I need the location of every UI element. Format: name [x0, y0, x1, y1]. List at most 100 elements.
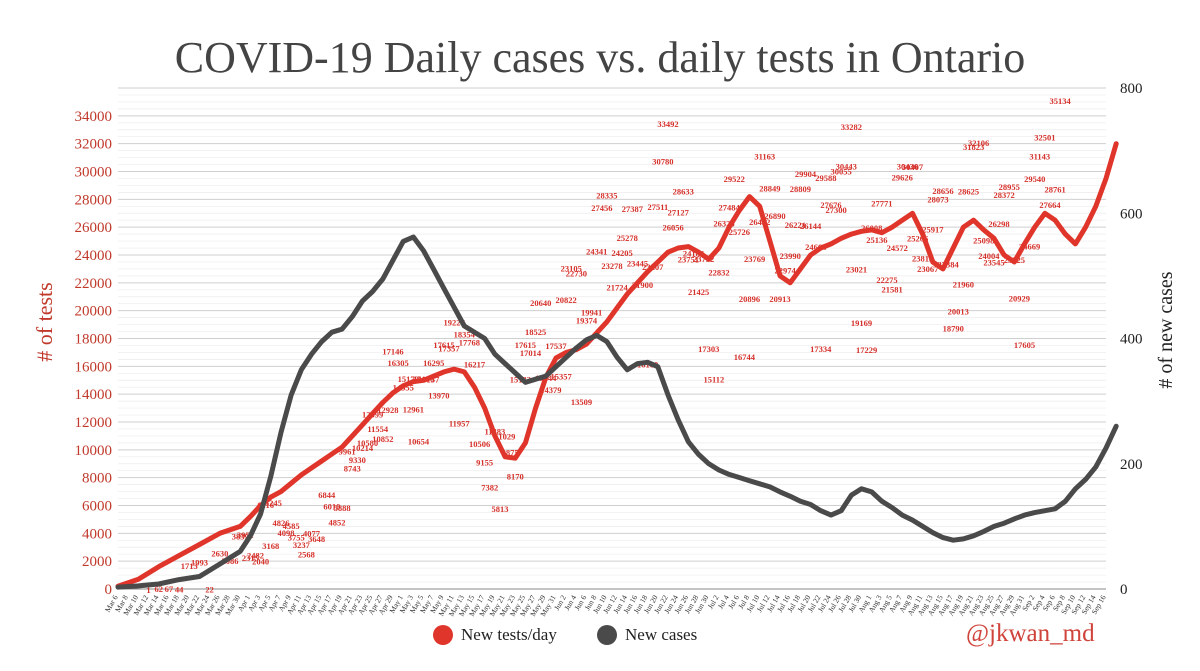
cases-point	[696, 452, 701, 456]
cases-point	[1012, 517, 1016, 521]
tests-value-label: 17768	[459, 338, 480, 348]
tests-point	[788, 281, 792, 285]
cases-point	[197, 574, 202, 579]
tests-point	[197, 542, 202, 547]
tests-value-label: 21581	[881, 285, 902, 295]
tests-value-label: 31143	[1029, 152, 1050, 162]
cases-point	[320, 340, 324, 344]
cases-point	[747, 479, 752, 483]
cases-point	[941, 536, 945, 540]
cases-point	[1104, 446, 1108, 450]
tests-point	[330, 452, 334, 456]
tests-value-label: 32106	[968, 138, 989, 148]
cases-point	[340, 327, 344, 331]
tests-point	[931, 260, 935, 264]
tests-value-label: 26056	[662, 222, 683, 232]
tests-point	[523, 441, 528, 445]
tests-value-label: 3237	[293, 540, 311, 550]
cases-point	[829, 513, 833, 517]
tests-point	[340, 445, 344, 449]
tests-value-label: 10852	[372, 434, 393, 444]
cases-point	[177, 578, 181, 582]
tests-value-label: 23545	[983, 257, 1004, 267]
tests-value-label: 28955	[999, 182, 1020, 192]
gridlines	[118, 87, 1106, 590]
tests-value-label: 19227	[443, 317, 465, 327]
cases-point	[971, 534, 976, 538]
tests-value-label: 24669	[1019, 242, 1040, 252]
tests-value-label: 24184	[683, 248, 705, 258]
cases-point	[564, 355, 568, 359]
tests-value-label: 17229	[856, 345, 877, 355]
legend-tests: New tests/day	[433, 625, 557, 645]
tests-value-label: 27300	[825, 205, 846, 215]
tests-value-label: 2482	[247, 550, 264, 560]
tests-value-label: 27127	[668, 207, 690, 217]
cases-point	[584, 338, 589, 342]
tests-point	[1073, 242, 1078, 246]
cases-point	[1033, 510, 1037, 515]
cases-point	[269, 474, 273, 478]
tests-value-label: 17357	[438, 343, 460, 353]
cases-point	[116, 585, 120, 589]
cases-point	[279, 430, 283, 435]
tests-point	[452, 367, 456, 371]
tests-value-label: 3755	[288, 533, 305, 543]
cases-point	[900, 513, 904, 517]
tests-value-label: 9155	[476, 458, 493, 468]
cases-point	[727, 472, 731, 476]
tests-value-label: 22275	[876, 275, 897, 285]
cases-point	[758, 482, 762, 486]
tests-value-label: 27484	[719, 203, 741, 213]
tests-value-label: 6844	[318, 490, 336, 500]
y-tick-label: 12000	[75, 415, 113, 431]
tests-value-label: 28849	[759, 184, 780, 194]
tests-point	[666, 250, 670, 254]
tests-point	[472, 385, 477, 389]
cases-point	[401, 239, 405, 244]
cases-point	[452, 305, 456, 309]
tests-value-label: 1713	[181, 561, 198, 571]
tests-value-label: 30055	[831, 167, 852, 177]
tests-value-label: 2630	[211, 548, 228, 558]
tests-point	[1043, 211, 1047, 215]
tests-point	[646, 270, 650, 274]
tests-point	[676, 246, 680, 250]
cases-point	[534, 377, 538, 381]
tests-value-label: 26298	[988, 219, 1009, 229]
tests-value-label: 8170	[507, 471, 524, 481]
tests-value-label: 25726	[729, 227, 750, 237]
tests-point	[839, 236, 843, 240]
tests-point	[1002, 253, 1006, 257]
tests-value-label: 15179	[398, 374, 419, 384]
y-tick-label: 22000	[75, 276, 113, 292]
y-tick-label: 20000	[75, 304, 113, 320]
tests-value-label: 26221	[785, 220, 806, 230]
tests-value-label: 28633	[673, 187, 694, 197]
tests-value-label: 17537	[545, 341, 567, 351]
tests-value-label: 12961	[403, 405, 424, 415]
tests-value-label: 30443	[836, 161, 857, 171]
tests-value-label: 20913	[769, 294, 790, 304]
tests-point	[1033, 225, 1037, 229]
tests-point	[1063, 232, 1067, 236]
tests-value-label: 30780	[652, 157, 673, 167]
tests-point	[462, 370, 466, 374]
tests-value-label: 28073	[927, 194, 948, 204]
tests-value-label: 22	[205, 585, 214, 595]
tests-value-label: 1993	[191, 557, 208, 567]
y-axis-right-ticks: 0 200 400 600 800	[1120, 81, 1143, 598]
tests-value-label: 29588	[815, 173, 836, 183]
tests-point	[758, 204, 762, 208]
tests-value-label: 4077	[303, 528, 321, 538]
tests-point	[910, 211, 915, 215]
cases-point	[218, 562, 222, 566]
tests-value-label: 14379	[540, 385, 561, 395]
tests-value-label: 3168	[262, 541, 279, 551]
cases-point	[666, 393, 670, 397]
tests-value-label: 26452	[749, 217, 770, 227]
tests-point	[421, 378, 426, 382]
y-tick-label: 4000	[82, 526, 112, 542]
tests-value-label: 17605	[1014, 340, 1035, 350]
